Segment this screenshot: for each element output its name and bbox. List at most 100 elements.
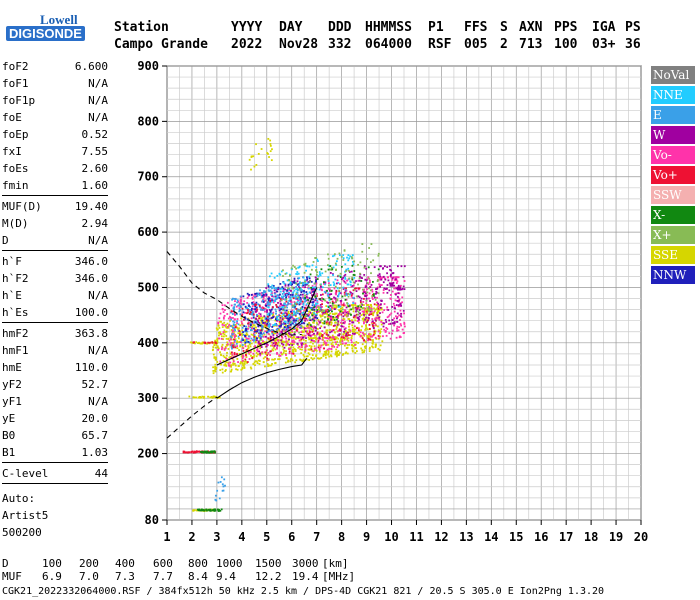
echo-point [224,363,227,366]
echo-point [302,343,305,346]
param-value: 44 [94,467,108,480]
echo-point [249,329,252,331]
echo-point [332,274,334,277]
echo-point [234,334,237,337]
echo-point [315,327,317,330]
echo-point [223,304,226,307]
echo-point [306,278,309,281]
echo-point [314,334,316,337]
echo-point [279,330,282,333]
echo-point [351,292,354,295]
echo-point [282,308,285,311]
echo-point [388,289,391,292]
echo-point [273,289,276,292]
echo-point [338,252,341,255]
param-name: foE [2,111,22,124]
echo-point [226,351,228,354]
echo-point [277,358,279,361]
echo-point [261,325,264,327]
echo-point [261,352,264,355]
echo-point [316,323,319,326]
echo-point [251,305,254,308]
echo-point [345,333,348,336]
echo-point [245,329,247,332]
echo-point [288,296,290,298]
echo-point [228,364,230,367]
echo-point [335,304,337,307]
table-cell: [MHz] [322,570,356,583]
echo-point [218,317,221,320]
echo-point [295,267,297,270]
echo-point [245,325,248,328]
echo-point [363,297,365,300]
echo-point [263,341,265,344]
echo-point [192,509,195,512]
echo-point [351,285,354,287]
echo-point [266,301,269,304]
echo-point [238,310,241,313]
echo-point [286,333,288,336]
echo-point [336,346,339,349]
echo-point [327,284,330,287]
echo-point [374,308,377,311]
echo-point [345,335,347,338]
echo-point [317,341,320,344]
param-separator [2,322,108,323]
echo-point [245,340,248,343]
echo-point [254,307,257,309]
echo-point [347,337,350,340]
echo-point [364,290,367,293]
echo-point [357,295,360,298]
echo-point [257,315,260,317]
echo-point [341,340,344,343]
echo-point [320,344,323,347]
echo-point [370,335,373,338]
echo-point [317,310,320,313]
echo-point [288,348,290,351]
echo-point [352,289,355,292]
echo-point [252,314,255,317]
echo-point [257,359,260,362]
echo-point [308,297,311,300]
echo-point [266,311,268,313]
echo-point [325,309,328,312]
echo-point [304,282,307,285]
echo-point [291,283,293,286]
echo-point [315,349,317,352]
echo-point [260,308,263,311]
echo-point [306,331,308,334]
echo-point [387,309,390,311]
echo-point [327,308,329,311]
echo-point [318,288,321,291]
echo-point [373,293,375,295]
echo-point [326,301,328,304]
echo-point [331,268,334,271]
param-name: hmE [2,361,22,374]
echo-point [313,332,315,335]
echo-point [396,320,399,323]
echo-point [345,287,347,290]
echo-point [355,313,358,316]
echo-point [258,343,261,346]
param-value: 110.0 [74,361,108,374]
echo-point [291,313,294,316]
echo-point [261,292,264,295]
echo-point [300,346,303,348]
echo-point [376,325,379,328]
echo-point [315,297,318,300]
echo-point [278,325,281,328]
echo-point [269,303,271,306]
echo-point [316,302,319,305]
echo-point [334,336,337,339]
echo-point [305,296,308,298]
echo-point [343,330,345,333]
echo-point [377,310,379,313]
echo-point [377,279,379,281]
echo-point [352,263,355,266]
table-cell: 3000 [292,557,319,570]
echo-point [230,341,232,344]
echo-point [302,303,305,306]
echo-point [309,292,312,294]
echo-point [323,332,326,335]
echo-point [394,293,397,296]
